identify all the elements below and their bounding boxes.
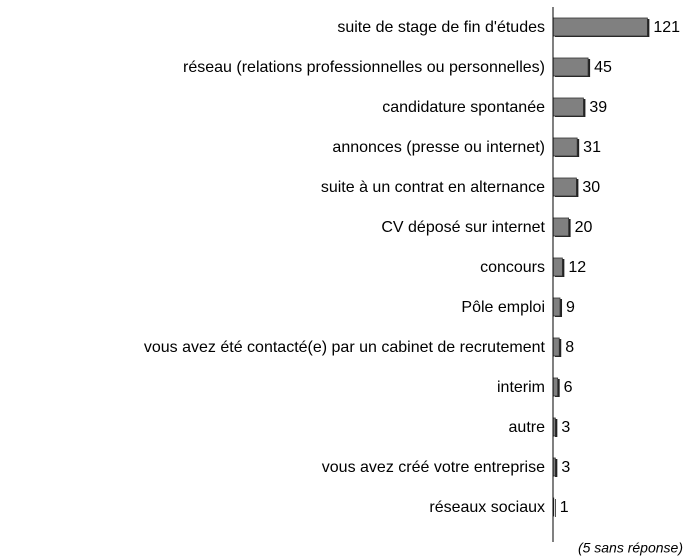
category-label: CV déposé sur internet xyxy=(381,219,545,236)
value-label: 3 xyxy=(561,419,570,436)
bar xyxy=(552,17,648,37)
bar xyxy=(552,57,589,77)
bar-shadow xyxy=(555,459,558,477)
value-label: 1 xyxy=(560,499,569,516)
bar-shadow xyxy=(555,499,556,517)
value-label: 3 xyxy=(561,459,570,476)
value-label: 20 xyxy=(575,219,593,236)
value-label: 39 xyxy=(589,99,607,116)
value-label: 8 xyxy=(565,339,574,356)
category-label: interim xyxy=(497,379,545,396)
bar xyxy=(552,377,559,397)
value-label: 31 xyxy=(583,139,601,156)
bar-shadow xyxy=(555,419,558,437)
value-label: 6 xyxy=(564,379,573,396)
category-label: suite à un contrat en alternance xyxy=(321,179,545,196)
bar xyxy=(552,217,570,237)
category-label: réseaux sociaux xyxy=(429,499,545,516)
bar xyxy=(552,297,561,317)
category-label: suite de stage de fin d'études xyxy=(337,19,545,36)
value-label: 121 xyxy=(653,19,680,36)
category-label: Pôle emploi xyxy=(461,299,545,316)
value-label: 12 xyxy=(568,259,586,276)
category-label: autre xyxy=(509,419,546,436)
bar xyxy=(552,97,584,117)
category-label: candidature spontanée xyxy=(382,99,545,116)
value-label: 30 xyxy=(582,179,600,196)
value-label: 45 xyxy=(594,59,612,76)
category-label: vous avez été contacté(e) par un cabinet… xyxy=(144,339,546,356)
bar xyxy=(552,257,563,277)
bar xyxy=(552,177,577,197)
category-label: vous avez créé votre entreprise xyxy=(322,459,545,476)
bar xyxy=(552,137,578,157)
category-label: concours xyxy=(480,259,545,276)
value-label: 9 xyxy=(566,299,575,316)
category-label: réseau (relations professionnelles ou pe… xyxy=(183,59,545,76)
bar xyxy=(552,337,560,357)
category-label: annonces (presse ou internet) xyxy=(332,139,545,156)
annotation: (5 sans réponse) xyxy=(578,540,683,556)
